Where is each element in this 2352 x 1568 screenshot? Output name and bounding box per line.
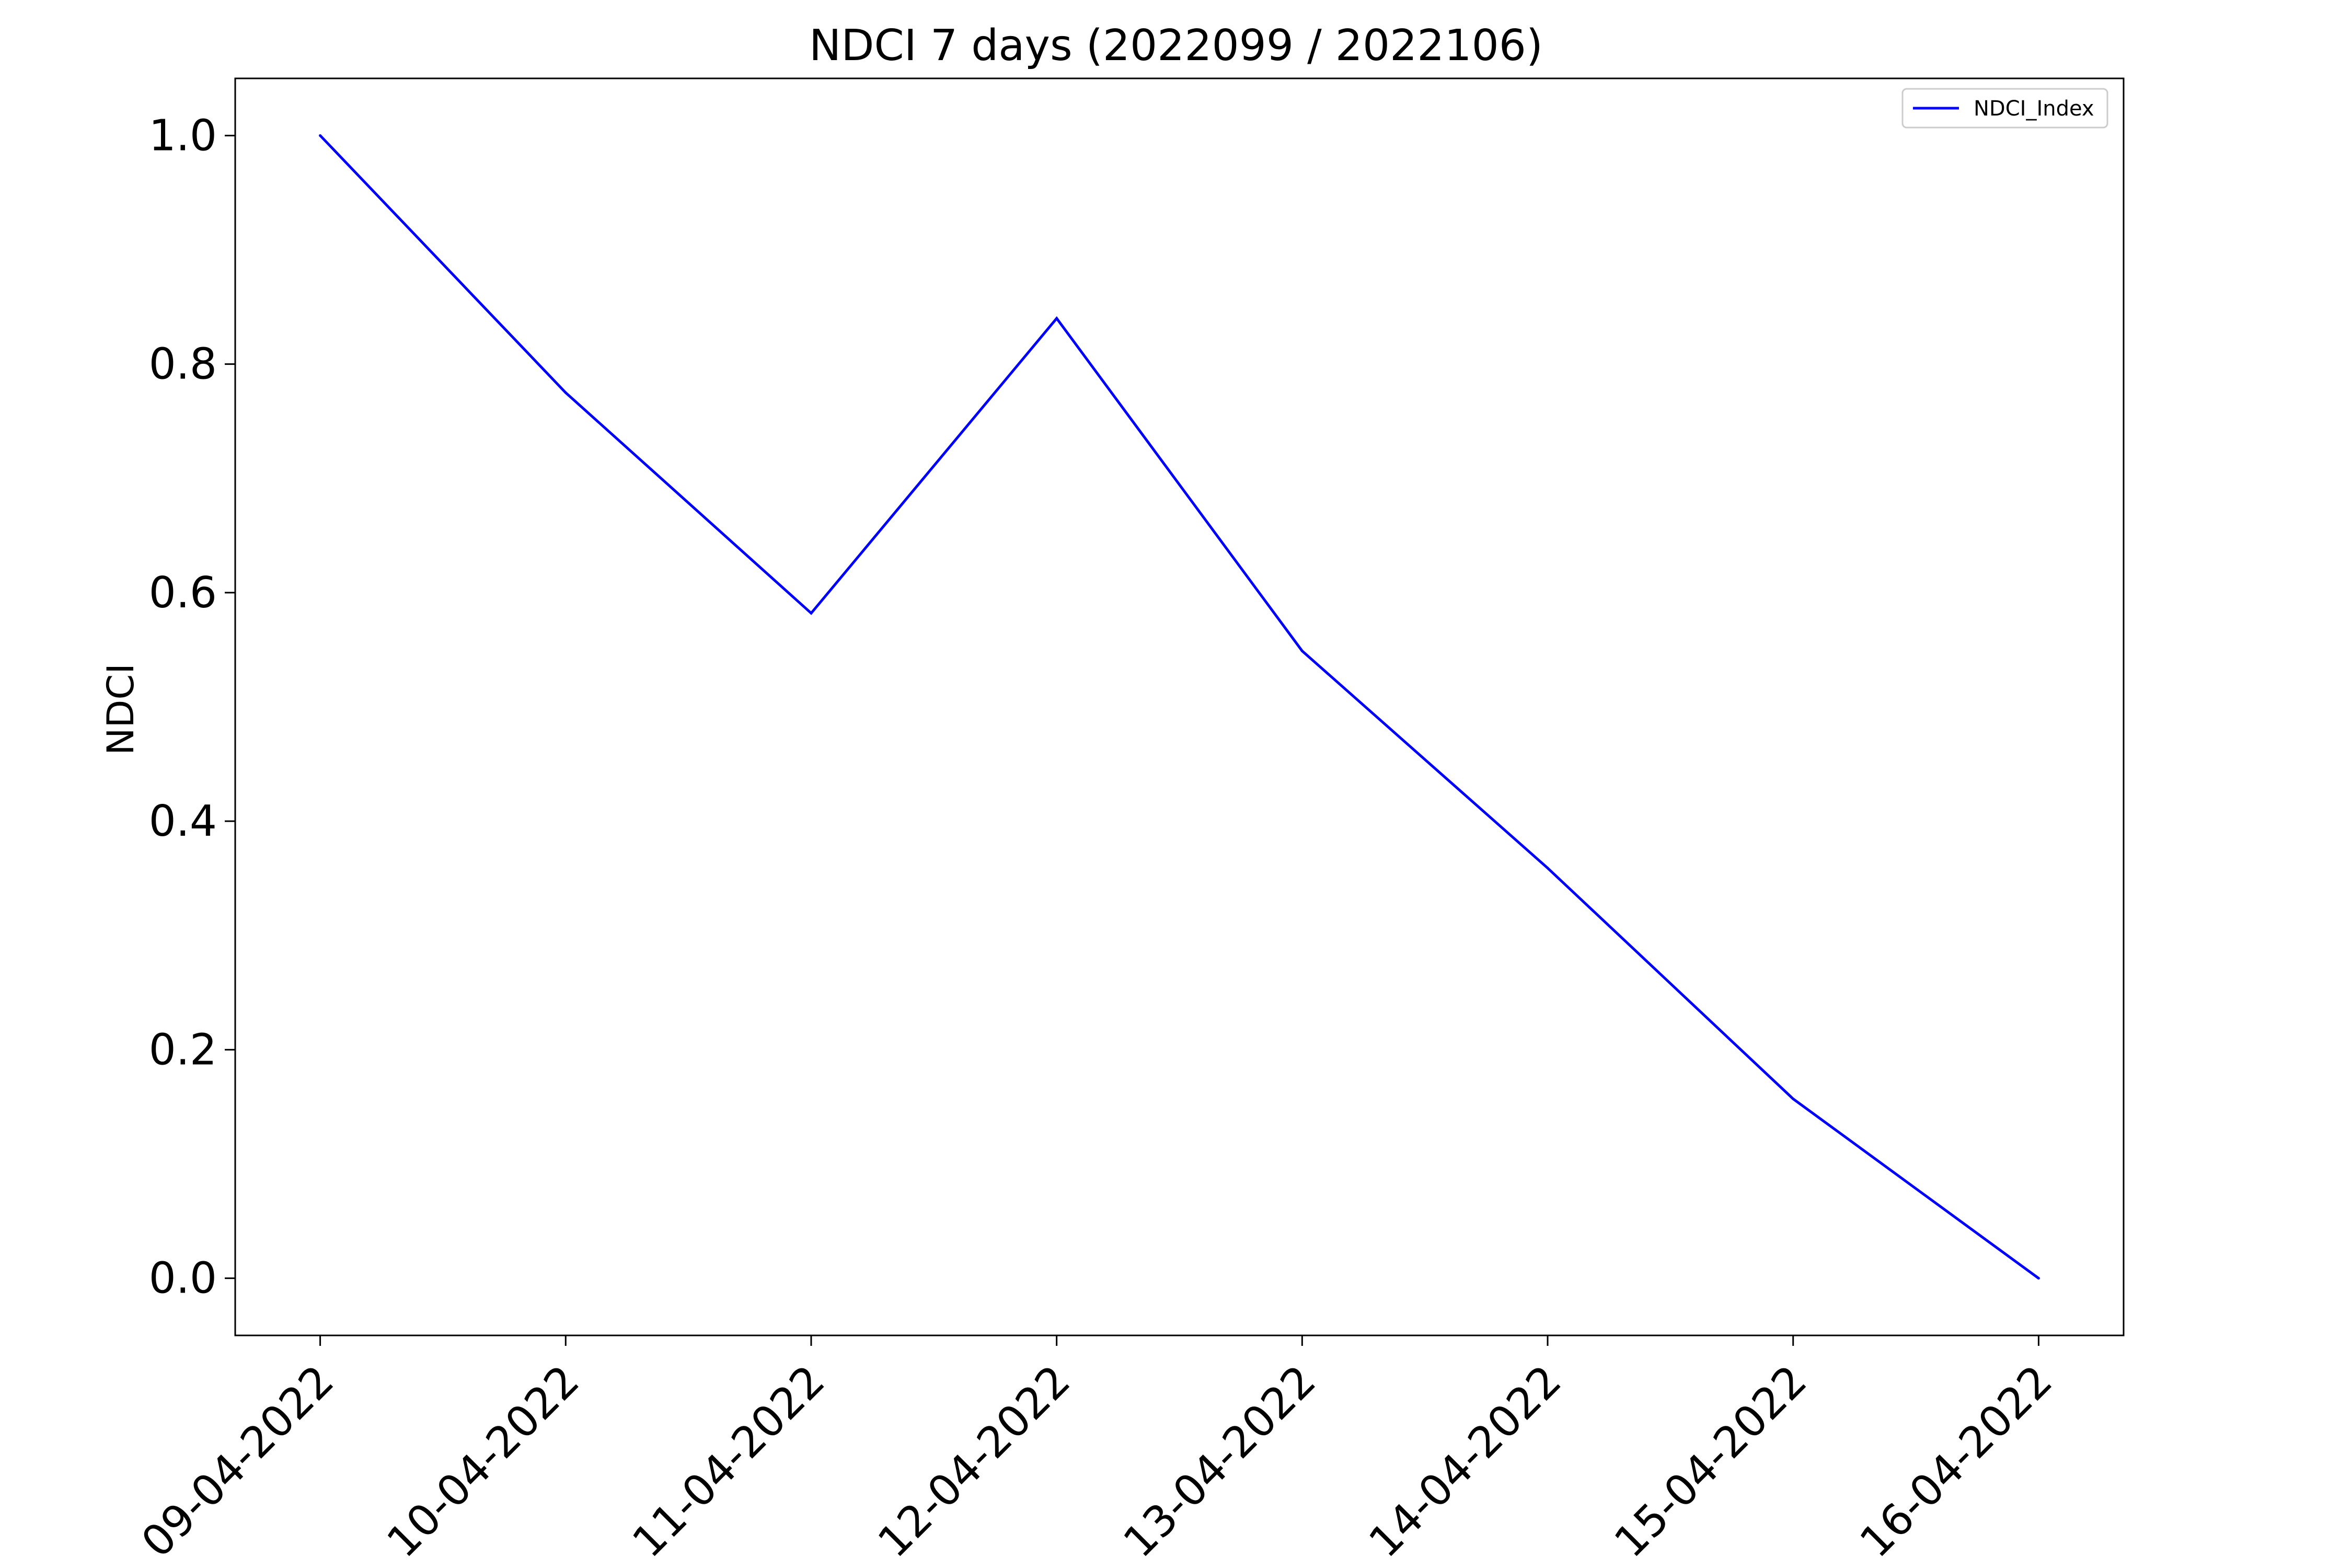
- data-point: [564, 391, 567, 394]
- data-point: [810, 612, 813, 615]
- y-axis-label: NDCI: [99, 663, 142, 755]
- y-tick-label: 0.2: [149, 1025, 217, 1075]
- series-line: [319, 134, 2039, 1279]
- data-point: [2037, 1277, 2040, 1280]
- data-point: [319, 134, 322, 137]
- y-tick-label: 0.8: [149, 340, 217, 389]
- chart-title: NDCI 7 days (2022099 / 2022106): [809, 21, 1543, 71]
- data-point: [1546, 867, 1549, 870]
- data-point: [1055, 317, 1058, 320]
- y-tick-label: 1.0: [149, 111, 217, 160]
- legend-label: NDCI_Index: [1974, 97, 2094, 121]
- y-tick-label: 0.0: [149, 1254, 217, 1304]
- legend-box: [1901, 88, 2108, 129]
- legend: NDCI_Index: [1901, 88, 2108, 129]
- plot-frame: [234, 77, 2125, 1336]
- series-layer: [319, 134, 2040, 1280]
- data-point: [1300, 649, 1304, 652]
- y-axis-ticks: 0.0 0.2 0.4 0.6 0.8 1.0: [149, 111, 235, 1304]
- y-tick-label: 0.6: [149, 568, 217, 618]
- y-tick-label: 0.4: [149, 797, 217, 846]
- data-point: [1792, 1097, 1795, 1100]
